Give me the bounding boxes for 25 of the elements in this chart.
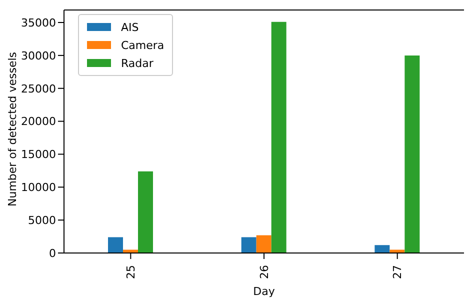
- x-axis-title: Day: [253, 285, 276, 298]
- bar: [241, 237, 256, 253]
- bar: [108, 237, 123, 253]
- bar: [271, 22, 286, 253]
- bar: [404, 55, 420, 253]
- bar: [123, 250, 138, 253]
- legend-label: Radar: [121, 56, 154, 70]
- y-tick-label: 30000: [21, 49, 56, 62]
- y-tick-label: 25000: [21, 82, 56, 96]
- y-tick-label: 15000: [21, 148, 56, 162]
- x-tick-label: 26: [258, 265, 271, 279]
- legend-label: AIS: [121, 20, 139, 34]
- bar: [138, 171, 153, 253]
- bar: [390, 250, 405, 253]
- y-tick-label: 10000: [21, 181, 56, 194]
- y-tick-label: 0: [49, 246, 56, 260]
- legend-label: Camera: [121, 38, 164, 52]
- bar: [256, 235, 272, 253]
- y-tick-label: 20000: [21, 115, 56, 128]
- y-tick-label: 5000: [28, 214, 56, 227]
- y-axis-title: Number of detected vessels: [6, 52, 19, 206]
- x-tick-label: 27: [391, 265, 404, 279]
- x-tick-label: 25: [124, 265, 138, 279]
- y-tick-label: 35000: [21, 16, 56, 30]
- bar: [374, 245, 390, 253]
